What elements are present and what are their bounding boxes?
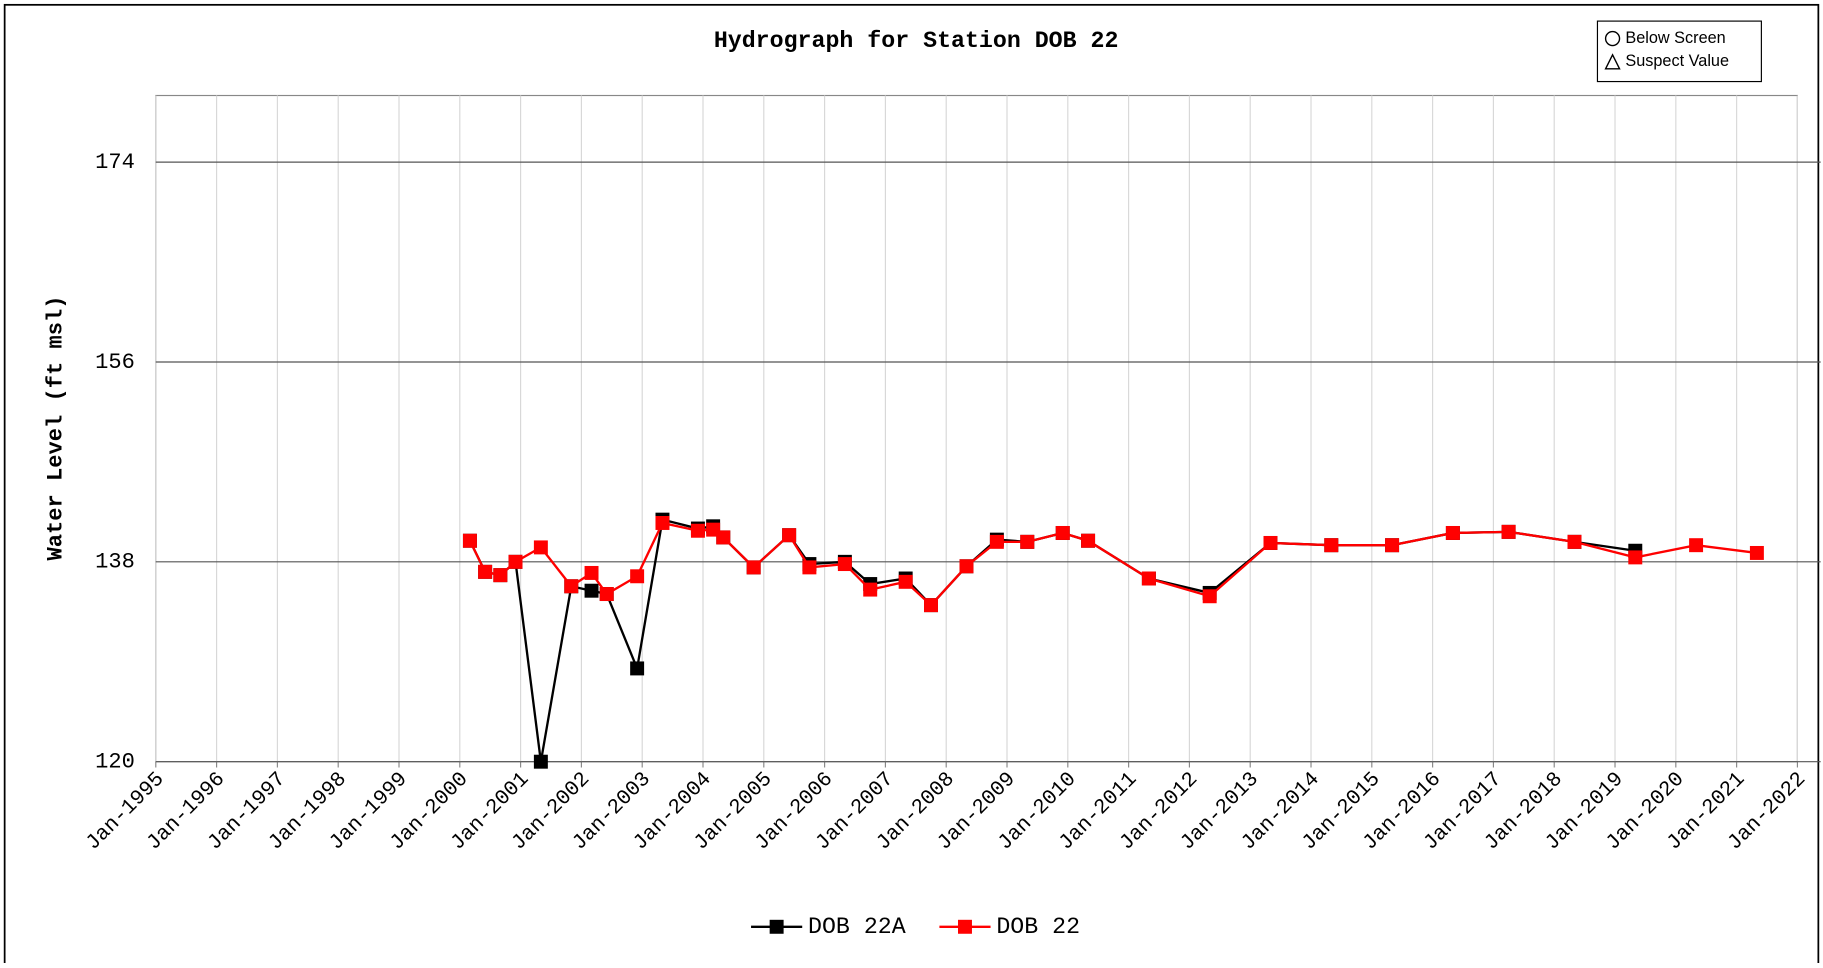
data-point — [898, 574, 913, 589]
y-axis-label: Water Level (ft msl) — [44, 296, 69, 561]
data-point — [508, 554, 523, 569]
data-point — [690, 523, 705, 538]
y-tick-label: 174 — [95, 150, 135, 175]
legend-label: DOB 22 — [996, 914, 1080, 940]
data-point — [924, 598, 938, 613]
data-point — [1055, 525, 1070, 540]
legend-marker — [958, 919, 972, 934]
data-point — [989, 534, 1004, 549]
data-point — [584, 583, 599, 598]
y-tick-label: 138 — [95, 550, 135, 575]
data-point — [533, 540, 548, 555]
data-point — [533, 754, 548, 769]
data-point — [1689, 538, 1704, 553]
y-tick-label: 120 — [95, 750, 135, 775]
data-point — [1749, 545, 1764, 560]
data-point — [1628, 550, 1643, 565]
annotation: Suspect Value — [1625, 52, 1729, 70]
data-point — [630, 569, 645, 584]
data-point — [802, 560, 817, 575]
data-point — [584, 565, 599, 580]
circle-icon — [1604, 30, 1621, 47]
data-point — [1141, 571, 1156, 586]
legend-label: DOB 22A — [808, 914, 906, 940]
data-point — [1567, 534, 1582, 549]
data-point — [1081, 533, 1096, 548]
data-point — [746, 560, 761, 575]
annotation-frame — [1596, 20, 1762, 83]
data-point — [1445, 525, 1460, 540]
data-point — [863, 582, 878, 597]
data-point — [564, 579, 579, 594]
data-point — [630, 661, 645, 676]
data-point — [478, 564, 493, 579]
data-point — [1020, 534, 1035, 549]
data-point — [599, 587, 614, 602]
annotation-box: Below Screen Suspect Value — [1596, 20, 1762, 83]
triangle-icon — [1604, 53, 1621, 70]
data-point — [959, 559, 974, 574]
plot-area — [155, 94, 1799, 763]
data-point — [655, 516, 670, 530]
data-point — [493, 568, 508, 583]
data-point — [1202, 589, 1217, 604]
data-point — [837, 557, 852, 572]
data-point — [462, 533, 477, 548]
data-point — [716, 530, 731, 545]
data-point — [1324, 538, 1339, 553]
data-point — [1263, 535, 1278, 550]
y-tick-label: 156 — [95, 350, 135, 375]
data-point — [782, 528, 797, 543]
legend-marker — [769, 919, 784, 934]
chart-title: Hydrograph for Station DOB 22 — [714, 28, 1119, 54]
data-point — [1501, 524, 1516, 539]
annotation: Below Screen — [1625, 29, 1725, 47]
data-point — [1385, 538, 1400, 553]
